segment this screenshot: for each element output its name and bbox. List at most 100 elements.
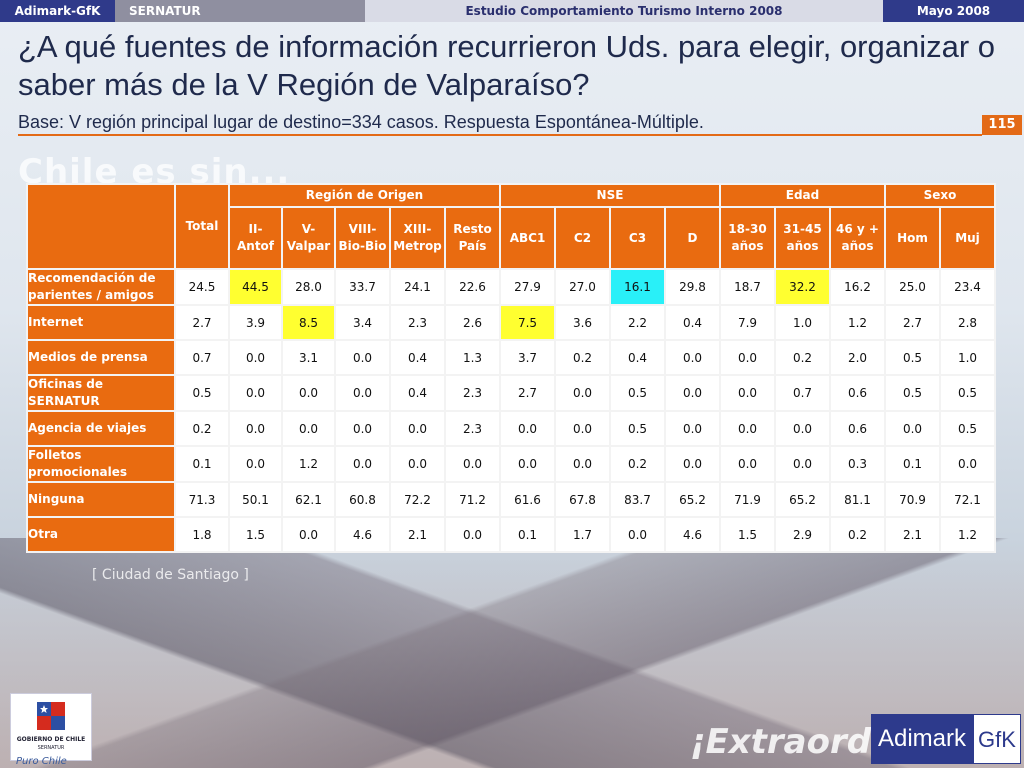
- table-cell: 2.3: [444, 374, 501, 412]
- table-cell: 0.0: [228, 339, 283, 376]
- col-total: Total: [174, 183, 230, 270]
- table-row: Otra 1.8 1.5 0.0 4.6 2.1 0.0 0.1 1.7 0.0 4.6 1.5 2.9…: [26, 516, 996, 553]
- table-cell: 0.0: [228, 445, 283, 483]
- table-cell: 0.6: [829, 374, 886, 412]
- table-cell: 0.0: [719, 445, 776, 483]
- page-number-badge: 115: [982, 115, 1022, 135]
- table-cell: 0.5: [939, 410, 996, 447]
- row-label: Otra: [26, 516, 176, 553]
- table-cell: 0.5: [884, 374, 941, 412]
- row-label: Medios de prensa: [26, 339, 176, 376]
- table-cell: 29.8: [664, 268, 721, 306]
- table-cell: 50.1: [228, 481, 283, 518]
- gobierno-de-chile-logo: GOBIERNO DE CHILE SERNATUR: [10, 693, 92, 761]
- title-divider: [18, 134, 982, 136]
- table-cell: 70.9: [884, 481, 941, 518]
- table-cell: 0.5: [939, 374, 996, 412]
- table-cell: 0.7: [774, 374, 831, 412]
- table-cell: 28.0: [281, 268, 336, 306]
- table-cell: 0.0: [389, 410, 446, 447]
- table-cell: 25.0: [884, 268, 941, 306]
- col-metrop: XIII- Metrop: [389, 206, 446, 270]
- col-resto-pais: Resto País: [444, 206, 501, 270]
- table-row: Recomendación de parientes / amigos 24.5 44…: [26, 268, 996, 306]
- table-cell: 1.0: [774, 304, 831, 341]
- table-cell: 0.0: [444, 445, 501, 483]
- group-region-origen: Región de Origen: [228, 183, 501, 208]
- background-slogan: ¡Extraord: [690, 722, 872, 762]
- table-cell: 3.4: [334, 304, 391, 341]
- background-caption: [ Ciudad de Santiago ]: [92, 567, 249, 583]
- table-cell: 2.1: [884, 516, 941, 553]
- table-cell: 4.6: [664, 516, 721, 553]
- sernatur-label: SERNATUR: [37, 745, 65, 751]
- table-cell: 24.5: [174, 268, 230, 306]
- table-cell: 0.0: [554, 374, 611, 412]
- topbar-study-title: Estudio Comportamiento Turismo Interno 2…: [365, 0, 883, 22]
- table-cell: 3.7: [499, 339, 556, 376]
- chile-flag-icon: [37, 702, 65, 730]
- col-hom: Hom: [884, 206, 941, 270]
- topbar-date: Mayo 2008: [883, 0, 1024, 22]
- table-cell: 0.0: [774, 410, 831, 447]
- table-cell: 4.6: [334, 516, 391, 553]
- table-cell: 0.4: [609, 339, 666, 376]
- table-cell: 2.7: [884, 304, 941, 341]
- table-cell: 0.0: [664, 339, 721, 376]
- row-label: Ninguna: [26, 481, 176, 518]
- table-cell: 0.0: [664, 410, 721, 447]
- table-cell: 0.0: [389, 445, 446, 483]
- table-cell: 1.0: [939, 339, 996, 376]
- table-cell: 1.8: [174, 516, 230, 553]
- table-cell: 0.5: [174, 374, 230, 412]
- table-cell: 0.0: [334, 410, 391, 447]
- table-cell: 0.0: [719, 374, 776, 412]
- col-d: D: [664, 206, 721, 270]
- table-cell: 7.5: [499, 304, 556, 341]
- col-muj: Muj: [939, 206, 996, 270]
- table-cell: 65.2: [774, 481, 831, 518]
- table-cell: 0.1: [884, 445, 941, 483]
- table-cell: 0.5: [609, 374, 666, 412]
- table-cell: 0.3: [829, 445, 886, 483]
- table-cell: 0.2: [829, 516, 886, 553]
- table-cell: 0.0: [664, 445, 721, 483]
- table-cell: 67.8: [554, 481, 611, 518]
- corner-cell: [26, 183, 176, 270]
- table-cell: 0.0: [884, 410, 941, 447]
- col-c3: C3: [609, 206, 666, 270]
- gobierno-label: GOBIERNO DE CHILE: [16, 736, 86, 743]
- adimark-gfk-logo: Adimark GfK: [871, 714, 1021, 764]
- table-cell: 0.0: [939, 445, 996, 483]
- table-cell: 65.2: [664, 481, 721, 518]
- table-cell: 0.0: [609, 516, 666, 553]
- table-cell: 60.8: [334, 481, 391, 518]
- table-cell: 72.1: [939, 481, 996, 518]
- table-cell: 0.0: [719, 339, 776, 376]
- row-label: Agencia de viajes: [26, 410, 176, 447]
- table-row: Agencia de viajes 0.2 0.0 0.0 0.0 0.0 2.3 0.0 0.…: [26, 410, 996, 447]
- table-cell: 2.9: [774, 516, 831, 553]
- adimark-wordmark: Adimark: [871, 714, 973, 764]
- row-label: Internet: [26, 304, 176, 341]
- table-cell: 71.2: [444, 481, 501, 518]
- table-cell: 0.0: [334, 445, 391, 483]
- table-cell: 1.2: [281, 445, 336, 483]
- col-abc1: ABC1: [499, 206, 556, 270]
- table-row: Ninguna 71.3 50.1 62.1 60.8 72.2 71.2 61.6 67.8 8…: [26, 481, 996, 518]
- col-edad-18-30: 18-30 años: [719, 206, 776, 270]
- table-cell: 0.0: [228, 374, 283, 412]
- table-cell: 1.3: [444, 339, 501, 376]
- table-row: Internet 2.7 3.9 8.5 3.4 2.3 2.6 7.5 3.6 2.2 0.4 7.…: [26, 304, 996, 341]
- table-cell: 3.1: [281, 339, 336, 376]
- table-cell: 0.2: [174, 410, 230, 447]
- table-cell: 0.7: [174, 339, 230, 376]
- table-cell: 1.5: [228, 516, 283, 553]
- table-cell: 2.0: [829, 339, 886, 376]
- table-cell: 8.5: [281, 304, 336, 341]
- table-cell: 27.0: [554, 268, 611, 306]
- table-row: Folletos promocionales 0.1 0.0 1.2 0.0 0.0 0.0 0…: [26, 445, 996, 483]
- results-table: Total Región de Origen NSE Edad Sexo II-…: [26, 183, 996, 553]
- slide-subtitle: Base: V región principal lugar de destin…: [18, 112, 704, 132]
- gfk-wordmark: GfK: [973, 714, 1021, 764]
